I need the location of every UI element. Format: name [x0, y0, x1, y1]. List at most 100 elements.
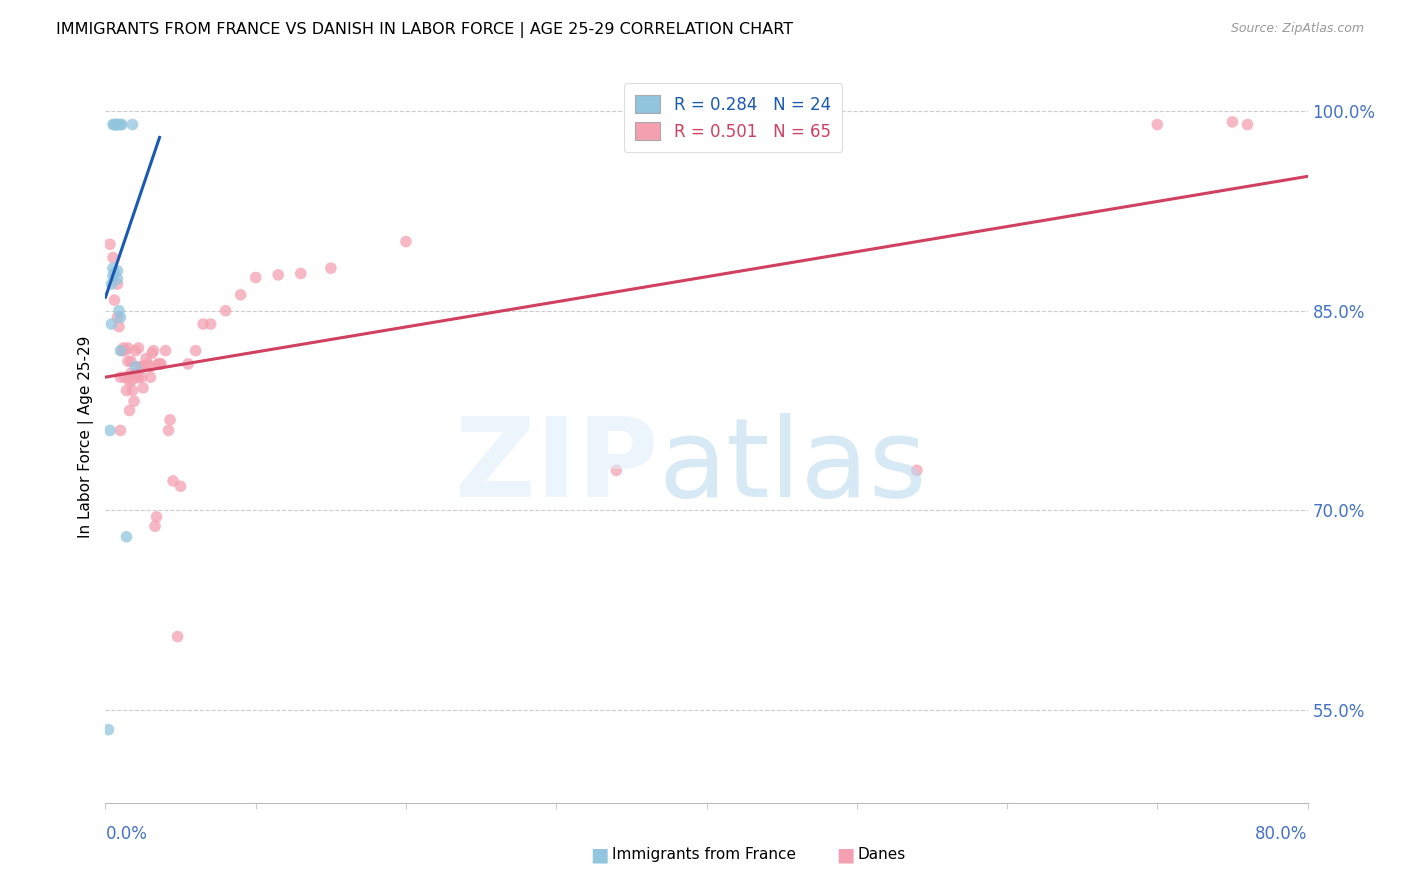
Point: [143, 519, 166, 533]
Point: [131, 370, 153, 384]
Point: [117, 341, 139, 355]
Point: [110, 118, 132, 132]
Point: [103, 293, 125, 307]
Point: [120, 366, 142, 380]
Point: [125, 368, 148, 382]
Point: [100, 277, 122, 292]
Point: [121, 373, 143, 387]
Point: [1236, 118, 1258, 132]
Point: [229, 287, 252, 301]
Y-axis label: In Labor Force | Age 25-29: In Labor Force | Age 25-29: [79, 336, 94, 538]
Point: [267, 268, 290, 282]
Text: Immigrants from France: Immigrants from France: [612, 847, 796, 862]
Point: [159, 413, 181, 427]
Point: [110, 343, 132, 358]
Point: [124, 368, 146, 382]
Point: [111, 118, 134, 132]
Point: [118, 374, 141, 388]
Point: [101, 251, 124, 265]
Point: [139, 359, 162, 374]
Point: [117, 354, 139, 368]
Point: [128, 341, 150, 355]
Point: [110, 424, 132, 438]
Point: [104, 118, 127, 132]
Point: [319, 261, 342, 276]
Point: [108, 118, 131, 132]
Point: [395, 235, 418, 249]
Point: [120, 354, 142, 368]
Point: [98, 237, 121, 252]
Point: [157, 424, 180, 438]
Point: [101, 118, 124, 132]
Point: [146, 357, 169, 371]
Point: [166, 630, 188, 644]
Point: [118, 403, 141, 417]
Legend: R = 0.284   N = 24, R = 0.501   N = 65: R = 0.284 N = 24, R = 0.501 N = 65: [624, 83, 842, 153]
Point: [124, 343, 146, 358]
Point: [108, 303, 131, 318]
Point: [101, 261, 124, 276]
Point: [121, 118, 143, 132]
Point: [107, 264, 129, 278]
Point: [103, 118, 125, 132]
Point: [115, 384, 138, 398]
Point: [145, 509, 167, 524]
Point: [115, 530, 138, 544]
Point: [169, 479, 191, 493]
Point: [107, 272, 129, 286]
Point: [128, 370, 150, 384]
Point: [104, 118, 127, 132]
Point: [129, 359, 152, 374]
Point: [100, 317, 122, 331]
Point: [110, 370, 132, 384]
Point: [103, 267, 125, 281]
Point: [148, 357, 170, 371]
Point: [134, 359, 156, 374]
Point: [214, 303, 236, 318]
Point: [162, 474, 184, 488]
Point: [114, 370, 136, 384]
Point: [605, 463, 627, 477]
Point: [905, 463, 928, 477]
Point: [139, 370, 162, 384]
Point: [245, 270, 267, 285]
Point: [141, 346, 163, 360]
Text: IMMIGRANTS FROM FRANCE VS DANISH IN LABOR FORCE | AGE 25-29 CORRELATION CHART: IMMIGRANTS FROM FRANCE VS DANISH IN LABO…: [56, 22, 793, 38]
Point: [135, 351, 157, 366]
Point: [124, 359, 146, 374]
Point: [107, 118, 129, 132]
Text: Source: ZipAtlas.com: Source: ZipAtlas.com: [1230, 22, 1364, 36]
Point: [131, 359, 153, 374]
Point: [111, 343, 134, 358]
Point: [121, 384, 143, 398]
Point: [290, 267, 312, 281]
Text: 0.0%: 0.0%: [105, 825, 148, 843]
Point: [122, 394, 145, 409]
Point: [191, 317, 214, 331]
Text: ■: ■: [591, 845, 609, 864]
Text: ■: ■: [837, 845, 855, 864]
Point: [112, 341, 135, 355]
Point: [132, 381, 155, 395]
Text: ZIP: ZIP: [456, 413, 658, 520]
Point: [107, 310, 129, 325]
Text: atlas: atlas: [658, 413, 927, 520]
Point: [107, 277, 129, 292]
Point: [114, 343, 136, 358]
Text: Danes: Danes: [858, 847, 905, 862]
Point: [200, 317, 222, 331]
Text: 80.0%: 80.0%: [1256, 825, 1308, 843]
Point: [97, 723, 120, 737]
Point: [155, 343, 177, 358]
Point: [142, 343, 165, 358]
Point: [177, 357, 200, 371]
Point: [184, 343, 207, 358]
Point: [108, 319, 131, 334]
Point: [98, 424, 121, 438]
Point: [104, 118, 127, 132]
Point: [150, 357, 173, 371]
Point: [110, 310, 132, 325]
Point: [101, 269, 124, 284]
Point: [1222, 115, 1244, 129]
Point: [1146, 118, 1168, 132]
